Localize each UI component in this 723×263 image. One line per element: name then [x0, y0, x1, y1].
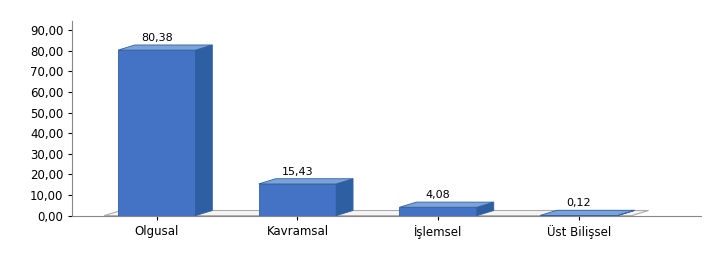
Text: 4,08: 4,08 [426, 190, 450, 200]
FancyBboxPatch shape [259, 184, 336, 216]
Polygon shape [540, 210, 635, 215]
Text: 80,38: 80,38 [141, 33, 173, 43]
Polygon shape [118, 45, 213, 50]
FancyBboxPatch shape [400, 207, 477, 216]
Polygon shape [195, 45, 213, 216]
Polygon shape [104, 210, 649, 216]
Text: 0,12: 0,12 [567, 198, 591, 208]
Polygon shape [400, 202, 494, 207]
Polygon shape [617, 210, 635, 216]
FancyBboxPatch shape [118, 50, 195, 216]
Text: 15,43: 15,43 [282, 167, 313, 177]
Polygon shape [477, 202, 494, 216]
Polygon shape [259, 179, 353, 184]
Polygon shape [336, 179, 353, 216]
